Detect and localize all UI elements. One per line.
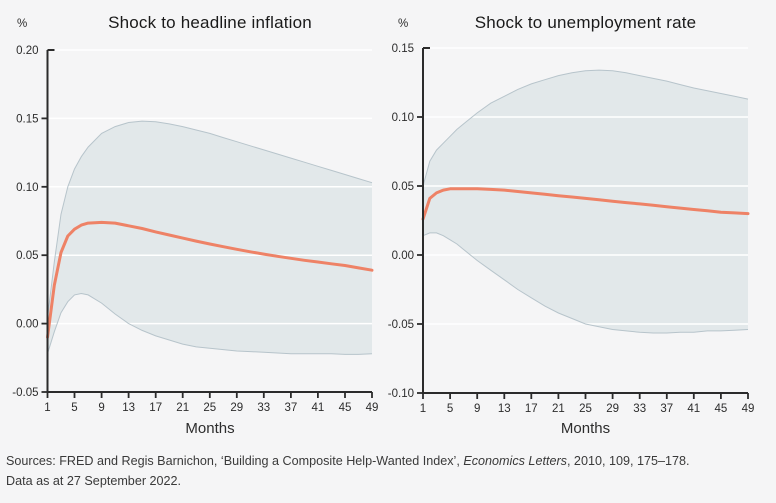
x-tick-label: 1	[420, 403, 426, 415]
x-tick-label: 41	[312, 402, 325, 414]
x-tick-label: 33	[257, 402, 270, 414]
x-tick-label: 17	[525, 403, 538, 415]
confidence-band	[47, 121, 372, 355]
y-tick-label: 0.05	[392, 181, 414, 193]
y-tick-label: 0.10	[392, 112, 414, 124]
gridlines	[47, 49, 372, 325]
source-note-prefix: Sources: FRED and Regis Barnichon, ‘Buil…	[6, 454, 464, 468]
y-axis-unit-right: %	[398, 18, 409, 30]
x-tick-label: 21	[552, 403, 565, 415]
y-tick-label: 0.00	[16, 319, 38, 331]
y-tick-label: 0.15	[16, 113, 38, 125]
x-ticks: 1 5 9 13 17 21 25 29 33 37 41 45 49	[44, 392, 378, 414]
x-tick-label: 25	[579, 403, 592, 415]
source-note: Sources: FRED and Regis Barnichon, ‘Buil…	[6, 452, 772, 491]
y-tick-label: -0.05	[12, 387, 38, 399]
x-tick-label: 33	[633, 403, 646, 415]
y-tick-label: -0.10	[388, 388, 414, 400]
x-tick-label: 49	[742, 403, 755, 415]
y-tick-label: 0.05	[16, 250, 38, 262]
x-tick-label: 5	[447, 403, 453, 415]
x-tick-label: 29	[230, 402, 243, 414]
confidence-band	[423, 70, 748, 333]
response-line	[421, 187, 750, 221]
x-tick-label: 5	[71, 402, 77, 414]
x-tick-label: 13	[122, 402, 135, 414]
x-tick-label: 37	[660, 403, 673, 415]
y-tick-label: 0.00	[392, 250, 414, 262]
y-axis-unit-left: %	[17, 18, 28, 30]
x-axis-title-right: Months	[560, 420, 611, 437]
chart-panel: 0.20 0.15 0.10 0.05 0.00 -0.05 1 5 9 13 17 21 25 29 33…	[12, 45, 378, 414]
chart-panel: 0.15 0.10 0.05 0.00 -0.05 -0.10 1 5 9 13 17 21 25 29 3…	[388, 43, 755, 415]
y-tick-label: 0.20	[16, 45, 38, 57]
x-tick-label: 13	[498, 403, 511, 415]
x-ticks: 1 5 9 13 17 21 25 29 33 37 41 45 49	[420, 393, 755, 415]
x-tick-label: 9	[98, 402, 104, 414]
x-tick-label: 25	[203, 402, 216, 414]
y-ticks: 0.20 0.15 0.10 0.05 0.00 -0.05	[12, 45, 48, 399]
band-lower-edge	[422, 232, 749, 334]
charts-canvas: 0.20 0.15 0.10 0.05 0.00 -0.05 1 5 9 13 17 21 25 29 33…	[12, 43, 755, 415]
chart-title-unemployment: Shock to unemployment rate	[474, 13, 697, 32]
x-tick-label: 17	[149, 402, 162, 414]
y-tick-label: -0.05	[388, 319, 414, 331]
band-upper-edge	[47, 120, 373, 319]
x-tick-label: 49	[366, 402, 379, 414]
x-tick-label: 29	[606, 403, 619, 415]
chart-title-inflation: Shock to headline inflation	[108, 13, 312, 32]
x-tick-label: 21	[176, 402, 189, 414]
x-tick-label: 45	[715, 403, 728, 415]
x-tick-label: 37	[285, 402, 298, 414]
x-tick-label: 9	[474, 403, 480, 415]
band-upper-edge	[422, 69, 749, 187]
x-tick-label: 1	[44, 402, 50, 414]
band-lower-edge	[47, 292, 373, 355]
source-note-journal: Economics Letters	[463, 454, 567, 468]
source-note-line1: Sources: FRED and Regis Barnichon, ‘Buil…	[6, 452, 772, 472]
y-tick-label: 0.15	[392, 43, 414, 55]
response-line	[46, 220, 374, 339]
y-tick-label: 0.10	[16, 182, 38, 194]
source-note-line2: Data as at 27 September 2022.	[6, 473, 182, 488]
y-ticks: 0.15 0.10 0.05 0.00 -0.05 -0.10	[388, 43, 423, 400]
source-note-suffix: , 2010, 109, 175–178.	[566, 454, 690, 468]
x-tick-label: 41	[687, 403, 700, 415]
x-axis-title-left: Months	[185, 420, 235, 437]
x-tick-label: 45	[339, 402, 352, 414]
